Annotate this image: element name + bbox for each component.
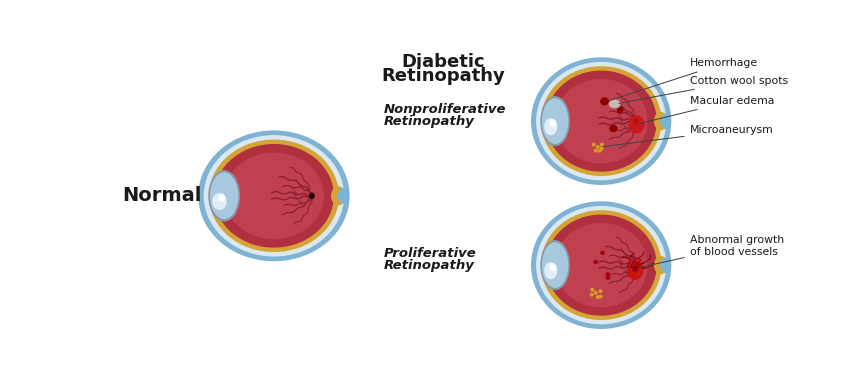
- Ellipse shape: [213, 194, 226, 209]
- Ellipse shape: [610, 125, 617, 132]
- Text: Retinopathy: Retinopathy: [384, 115, 475, 128]
- Text: Abnormal growth
of blood vessels: Abnormal growth of blood vessels: [639, 235, 784, 267]
- Ellipse shape: [532, 58, 671, 184]
- Ellipse shape: [215, 145, 333, 247]
- Ellipse shape: [332, 187, 345, 205]
- Ellipse shape: [210, 140, 338, 252]
- Ellipse shape: [537, 63, 666, 180]
- Ellipse shape: [591, 289, 593, 291]
- Ellipse shape: [597, 296, 599, 298]
- Text: Nonproliferative: Nonproliferative: [384, 103, 507, 116]
- Ellipse shape: [541, 67, 660, 175]
- Ellipse shape: [209, 171, 240, 221]
- Ellipse shape: [660, 114, 669, 128]
- Ellipse shape: [555, 224, 647, 307]
- Ellipse shape: [606, 273, 609, 276]
- Text: Normal: Normal: [122, 186, 201, 205]
- Ellipse shape: [627, 261, 643, 279]
- Text: Retinopathy: Retinopathy: [384, 259, 475, 272]
- Ellipse shape: [224, 153, 323, 238]
- Ellipse shape: [654, 257, 667, 274]
- Ellipse shape: [598, 149, 601, 152]
- Ellipse shape: [594, 292, 597, 294]
- Ellipse shape: [309, 193, 314, 199]
- Text: Proliferative: Proliferative: [384, 247, 477, 260]
- Ellipse shape: [541, 211, 660, 319]
- Ellipse shape: [601, 251, 604, 254]
- Text: Retinopathy: Retinopathy: [382, 67, 505, 85]
- Text: Diabetic: Diabetic: [401, 53, 485, 71]
- Text: Microaneurysm: Microaneurysm: [603, 125, 774, 147]
- Ellipse shape: [219, 195, 224, 202]
- Ellipse shape: [550, 120, 556, 127]
- Ellipse shape: [599, 290, 602, 292]
- Ellipse shape: [610, 101, 620, 107]
- Ellipse shape: [601, 98, 609, 105]
- Ellipse shape: [547, 71, 656, 171]
- Ellipse shape: [532, 202, 671, 328]
- Ellipse shape: [634, 119, 638, 123]
- Ellipse shape: [338, 189, 347, 203]
- Ellipse shape: [541, 241, 570, 289]
- Ellipse shape: [609, 100, 620, 108]
- Ellipse shape: [545, 263, 557, 278]
- Ellipse shape: [541, 97, 570, 146]
- Text: Macular edema: Macular edema: [639, 96, 774, 123]
- Ellipse shape: [550, 264, 556, 271]
- Text: Cotton wool spots: Cotton wool spots: [619, 76, 788, 103]
- Text: Hemorrhage: Hemorrhage: [609, 58, 758, 101]
- Ellipse shape: [592, 143, 595, 146]
- Ellipse shape: [597, 146, 599, 148]
- Ellipse shape: [594, 149, 597, 152]
- Ellipse shape: [654, 113, 667, 130]
- Ellipse shape: [205, 136, 343, 256]
- Ellipse shape: [199, 131, 348, 260]
- Ellipse shape: [617, 108, 623, 113]
- Ellipse shape: [660, 259, 669, 272]
- Ellipse shape: [211, 173, 238, 219]
- Ellipse shape: [606, 276, 609, 279]
- Ellipse shape: [629, 116, 643, 133]
- Ellipse shape: [634, 263, 638, 267]
- Ellipse shape: [611, 101, 618, 106]
- Ellipse shape: [600, 147, 604, 149]
- Ellipse shape: [547, 215, 656, 315]
- Ellipse shape: [542, 243, 568, 287]
- Ellipse shape: [599, 295, 602, 298]
- Ellipse shape: [545, 119, 557, 134]
- Ellipse shape: [594, 260, 598, 264]
- Ellipse shape: [591, 293, 593, 296]
- Ellipse shape: [555, 80, 647, 163]
- Ellipse shape: [542, 99, 568, 143]
- Ellipse shape: [537, 207, 666, 324]
- Ellipse shape: [600, 143, 604, 146]
